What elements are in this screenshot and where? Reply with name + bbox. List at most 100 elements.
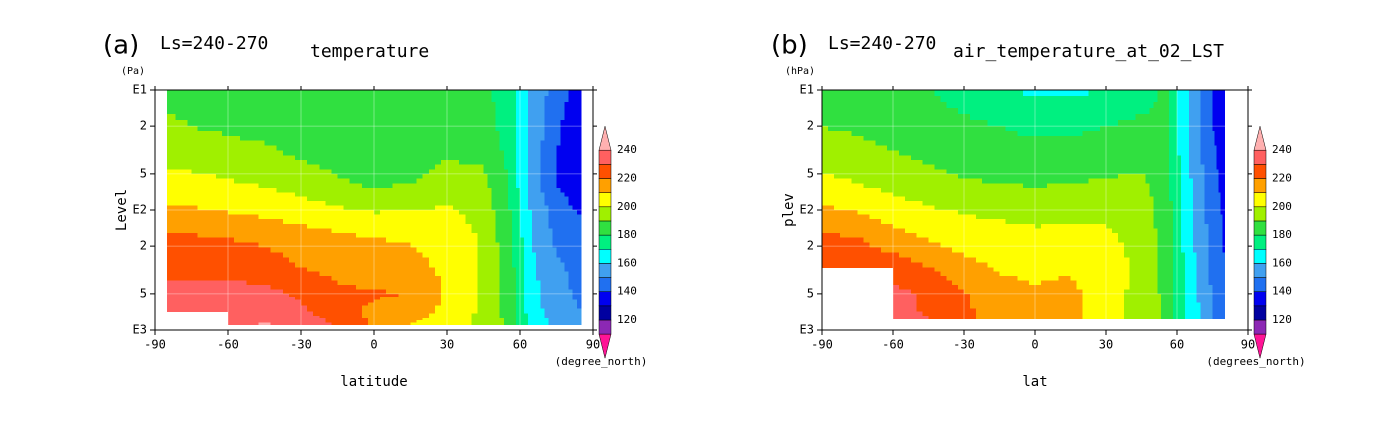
contour-cell	[434, 302, 442, 307]
contour-cell	[477, 289, 485, 295]
contour-cell	[572, 102, 578, 109]
contour-cell	[576, 196, 582, 202]
contour-cell	[576, 299, 582, 304]
contour-cell	[386, 223, 393, 230]
contour-cell	[240, 317, 247, 321]
contour-cell	[987, 102, 995, 109]
contour-cell	[392, 178, 399, 184]
contour-cell	[337, 233, 345, 239]
contour-cell	[191, 102, 199, 109]
contour-cell	[851, 145, 859, 152]
contour-cell	[349, 237, 357, 244]
contour-cell	[556, 145, 562, 152]
contour-cell	[898, 145, 906, 152]
contour-cell	[374, 293, 381, 298]
contour-cell	[416, 257, 424, 263]
contour-cell	[380, 271, 387, 277]
contour-cell	[325, 320, 333, 323]
contour-cell	[483, 90, 489, 97]
contour-cell	[447, 308, 454, 313]
contour-cell	[568, 285, 574, 291]
contour-cell	[453, 214, 460, 220]
contour-cell	[564, 178, 570, 184]
contour-cell	[319, 289, 326, 295]
contour-cell	[556, 257, 562, 263]
contour-cell	[282, 233, 290, 239]
contour-cell	[331, 183, 339, 189]
contour-cell	[288, 219, 296, 225]
contour-cell	[1029, 150, 1036, 156]
contour-cell	[916, 145, 924, 152]
contour-cell	[857, 108, 865, 115]
contour-cell	[511, 276, 517, 282]
contour-cell	[556, 130, 562, 137]
contour-cell	[536, 276, 541, 282]
contour-cell	[325, 130, 333, 137]
contour-cell	[851, 135, 859, 142]
contour-cell	[374, 271, 381, 277]
contour-cell	[380, 299, 387, 304]
contour-cell	[887, 150, 894, 156]
contour-cell	[258, 135, 266, 142]
contour-cell	[487, 150, 493, 156]
contour-cell	[246, 247, 253, 254]
contour-cell	[434, 210, 442, 216]
contour-cell	[434, 237, 442, 244]
contour-cell	[410, 308, 418, 313]
contour-cell	[524, 150, 529, 156]
contour-cell	[904, 126, 912, 132]
contour-cell	[331, 102, 339, 109]
contour-cell	[228, 210, 235, 216]
contour-cell	[374, 135, 381, 142]
contour-cell	[197, 210, 205, 216]
contour-cell	[556, 299, 562, 304]
contour-cell	[197, 276, 205, 282]
contour-cell	[276, 135, 284, 142]
contour-cell	[301, 219, 308, 225]
contour-cell	[552, 223, 558, 230]
contour-cell	[361, 302, 369, 307]
contour-cell	[258, 293, 266, 298]
contour-cell	[863, 126, 870, 132]
contour-cell	[440, 140, 448, 147]
contour-cell	[313, 305, 320, 310]
contour-cell	[576, 305, 582, 310]
contour-cell	[404, 169, 412, 175]
contour-cell	[343, 205, 351, 211]
contour-cell	[544, 130, 549, 137]
contour-cell	[1082, 150, 1089, 156]
contour-cell	[282, 308, 290, 313]
contour-cell	[969, 150, 977, 156]
contour-cell	[568, 293, 574, 298]
contour-cell	[410, 233, 418, 239]
contour-cell	[179, 305, 184, 310]
contour-cell	[203, 242, 211, 249]
contour-cell	[404, 223, 412, 230]
contour-cell	[568, 90, 574, 97]
contour-cell	[495, 96, 501, 103]
contour-cell	[175, 302, 180, 307]
contour-cell	[540, 299, 545, 304]
contour-cell	[881, 108, 888, 115]
contour-cell	[171, 108, 176, 115]
contour-cell	[246, 169, 253, 175]
contour-cell	[536, 135, 541, 142]
contour-cell	[511, 299, 517, 304]
contour-cell	[544, 302, 549, 307]
contour-cell	[215, 308, 223, 313]
contour-cell	[221, 305, 229, 310]
contour-cell	[552, 108, 558, 115]
contour-cell	[355, 237, 363, 244]
contour-cell	[440, 169, 448, 175]
contour-cell	[536, 205, 541, 211]
contour-cell	[881, 126, 888, 132]
contour-cell	[240, 289, 247, 295]
contour-cell	[270, 201, 278, 207]
contour-cell	[167, 187, 172, 193]
contour-cell	[355, 102, 363, 109]
contour-cell	[416, 201, 424, 207]
contour-cell	[552, 267, 558, 273]
contour-cell	[487, 140, 493, 147]
contour-cell	[349, 317, 357, 321]
contour-cell	[337, 293, 345, 298]
